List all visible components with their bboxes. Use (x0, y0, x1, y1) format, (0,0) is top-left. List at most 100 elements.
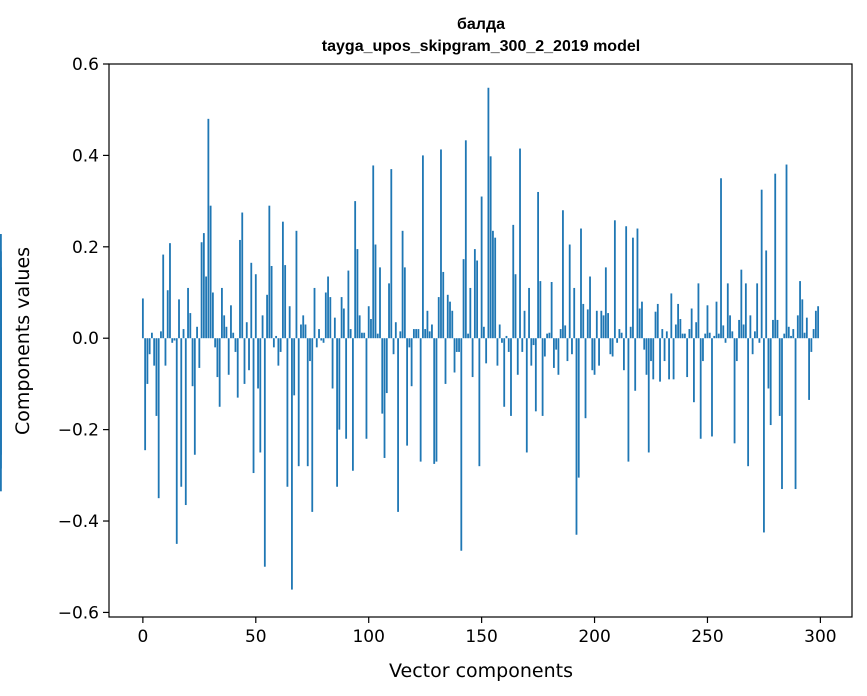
bar-20 (187, 287, 189, 339)
bar-90 (345, 338, 348, 439)
bar-277 (767, 338, 770, 389)
bar-284 (783, 333, 786, 339)
bar-269 (749, 315, 752, 339)
bar-234 (670, 293, 673, 339)
bar-38 (227, 338, 230, 375)
bar-201 (595, 310, 598, 339)
bar-279 (772, 319, 774, 339)
bar-7 (157, 338, 160, 499)
bar-202 (598, 338, 600, 366)
bar-164 (512, 224, 515, 339)
bar-255 (717, 333, 720, 339)
bar-74 (309, 338, 311, 362)
bar-149 (478, 338, 481, 467)
bar-72 (304, 324, 307, 339)
bar-158 (498, 324, 501, 339)
bar-59 (275, 335, 278, 339)
bar-50 (254, 274, 257, 339)
bar-176 (539, 281, 542, 339)
bar-291 (799, 281, 801, 339)
bar-0 (141, 298, 144, 339)
bar-289 (794, 338, 797, 490)
bar-295 (808, 338, 810, 400)
bar-12 (169, 243, 171, 339)
bar-23 (193, 338, 196, 455)
bar-237 (677, 303, 680, 339)
bar-286 (787, 326, 790, 339)
bar-177 (541, 338, 544, 416)
bar-218 (634, 338, 637, 391)
bar-293 (803, 332, 806, 339)
bar-290 (796, 315, 799, 339)
bar-21 (189, 313, 192, 339)
bar-267 (744, 283, 747, 339)
bar-191 (573, 287, 576, 339)
bar-179 (546, 333, 549, 339)
bar-182 (552, 338, 555, 368)
bar-155 (492, 230, 494, 339)
bar-245 (695, 322, 698, 339)
x-axis-ticks: 0 50 100 150 200 250 300 (137, 617, 837, 647)
bar-73 (306, 338, 309, 467)
bar-199 (591, 338, 594, 371)
bar-99 (365, 338, 368, 439)
bar-75 (311, 338, 314, 512)
bar-145 (469, 287, 472, 339)
bar-102 (372, 165, 375, 339)
bar-256 (720, 178, 722, 339)
bar-89 (342, 308, 345, 339)
bar-124 (422, 155, 424, 339)
bar-2 (146, 338, 149, 384)
bar-88 (340, 297, 343, 339)
bar-63 (284, 265, 287, 339)
bar-282 (778, 338, 781, 416)
bar-13 (171, 338, 174, 343)
bar-170 (525, 338, 528, 453)
bar-276 (765, 250, 768, 339)
bar-249 (704, 333, 707, 339)
y-tick-label: 0.6 (72, 55, 99, 75)
bar-3 (148, 338, 151, 355)
bar-82 (327, 276, 329, 339)
bar-162 (507, 338, 510, 352)
bar-70 (300, 324, 302, 339)
bar-266 (742, 324, 745, 339)
bar-173 (532, 338, 535, 346)
bar-86 (336, 338, 338, 487)
bar-268 (747, 338, 750, 467)
bar-280 (774, 173, 777, 339)
bar-85 (333, 317, 336, 339)
bar-251 (708, 332, 711, 339)
bar-172 (530, 338, 533, 366)
bar-39 (230, 305, 232, 339)
bar-139 (455, 338, 458, 352)
bar-287 (790, 335, 792, 339)
bar-53 (261, 315, 264, 339)
bar-undefined (0, 251, 2, 339)
bar-92 (349, 329, 352, 339)
bar-78 (318, 329, 320, 339)
bar-228 (656, 303, 659, 339)
bar-159 (501, 338, 503, 343)
bar-10 (164, 338, 167, 366)
bar-178 (543, 338, 546, 357)
bar-212 (620, 332, 623, 339)
y-tick-label: 0.2 (72, 238, 99, 258)
bar-32 (214, 338, 217, 348)
bar-64 (286, 338, 289, 487)
bar-209 (613, 220, 616, 339)
x-tick-label: 200 (578, 627, 610, 647)
bar-52 (259, 338, 262, 453)
bar-34 (218, 338, 221, 407)
y-tick-label: −0.4 (58, 512, 99, 532)
plot-area-frame (108, 63, 853, 618)
bar-96 (358, 315, 361, 339)
bar-224 (647, 338, 650, 453)
bar-225 (650, 338, 652, 362)
bar-195 (582, 303, 585, 339)
bar-146 (471, 338, 474, 378)
bar-152 (485, 338, 488, 364)
bar-125 (424, 329, 427, 339)
bar-148 (476, 260, 479, 339)
bar-135 (446, 294, 449, 339)
